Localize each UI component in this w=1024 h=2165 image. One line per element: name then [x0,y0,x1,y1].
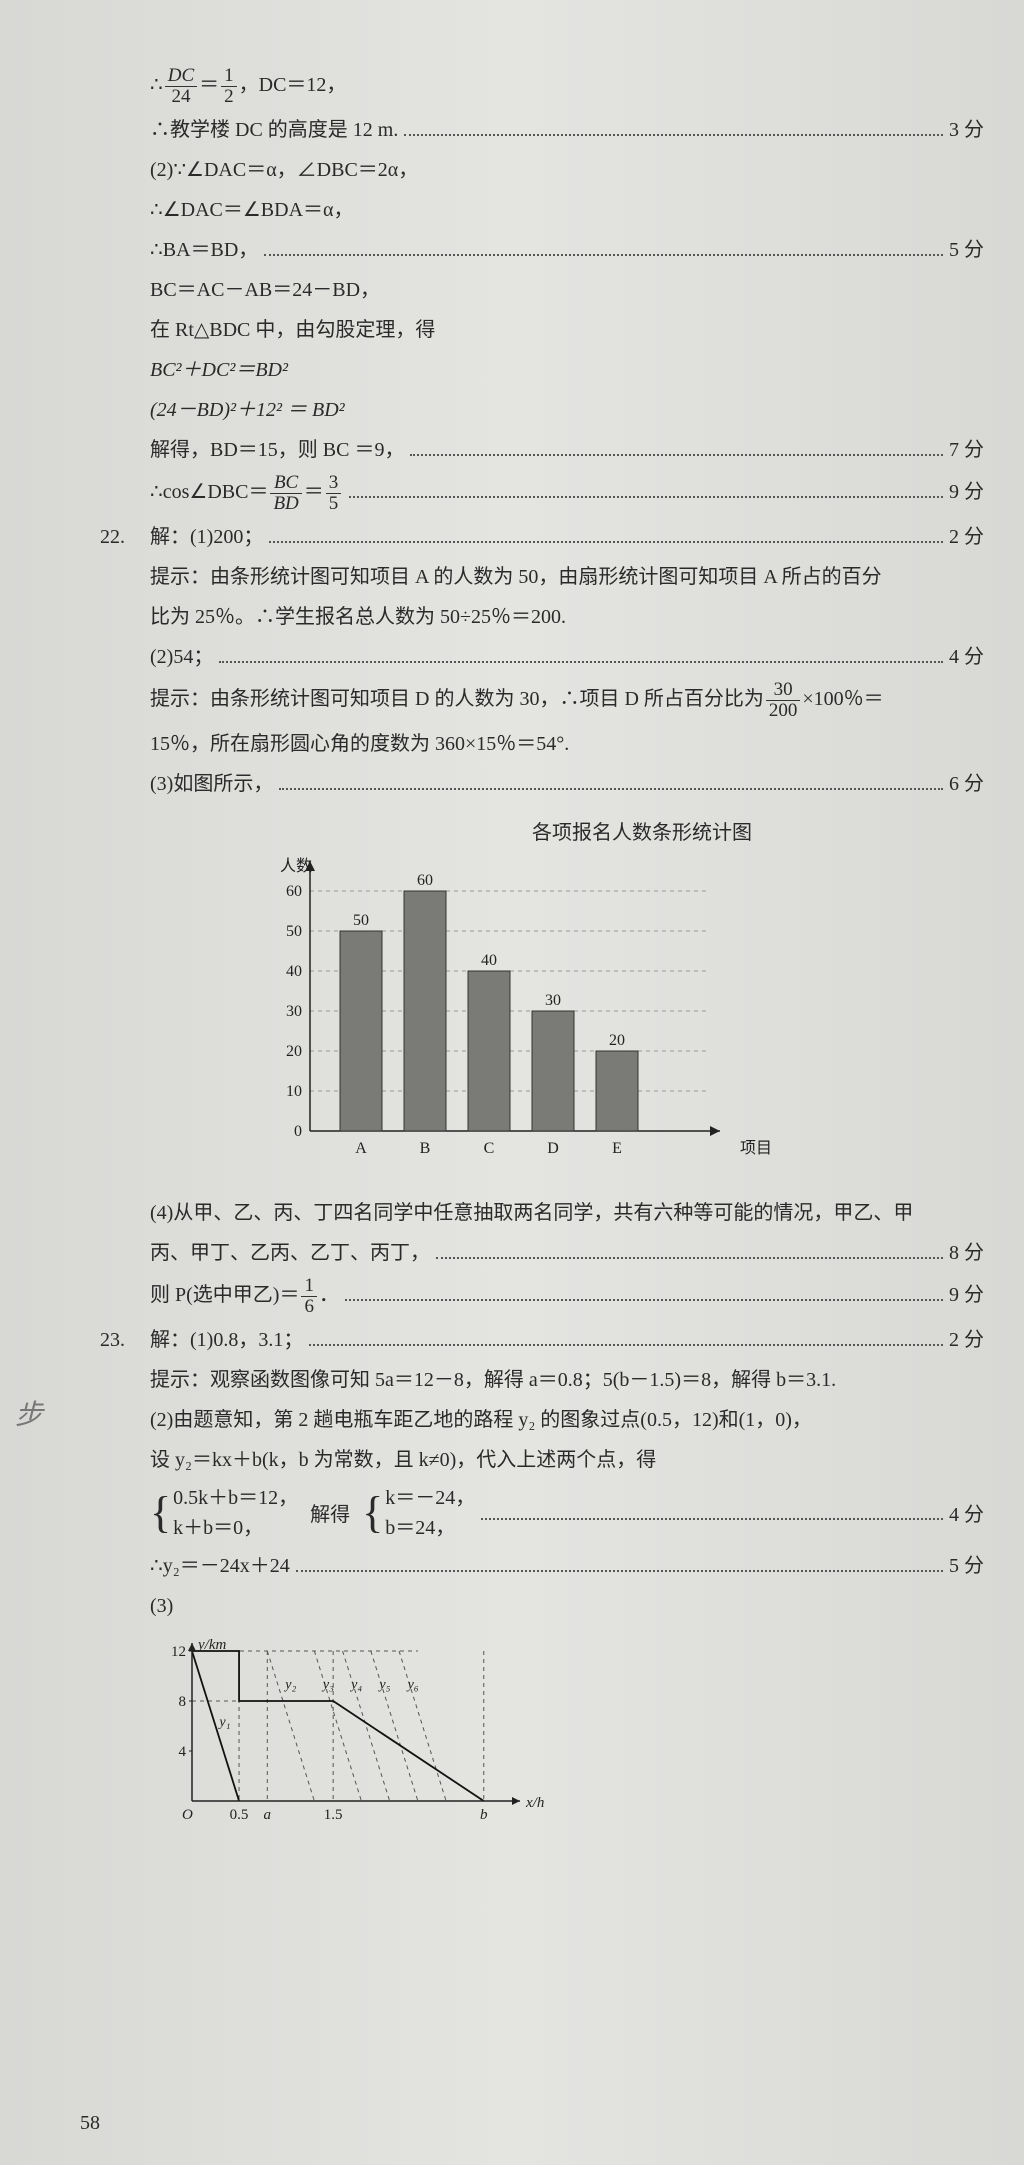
text-line: (3) [150,1589,984,1623]
svg-text:40: 40 [481,952,497,969]
svg-text:30: 30 [545,992,561,1009]
text-line: (2)由题意知，第 2 趟电瓶车距乙地的路程 y₂ 的图象过点(0.5，12)和… [150,1403,984,1437]
svg-text:30: 30 [286,1003,302,1020]
svg-text:y₁: y₁ [217,1715,230,1730]
text-line: 提示：由条形统计图可知项目 D 的人数为 30，∴项目 D 所占百分比为3020… [150,680,984,721]
bar-chart-title: 各项报名人数条形统计图 [300,816,984,845]
line-chart: 4 8 12 O 0.5 a 1.5 b y/km x/h y₁ y₂ y₃ y₄ y₅ y₆ [150,1633,572,1831]
svg-text:50: 50 [353,912,369,929]
svg-text:y₂: y₂ [283,1677,296,1692]
svg-text:y₅: y₅ [377,1677,390,1692]
svg-text:8: 8 [179,1694,187,1710]
svg-text:4: 4 [179,1744,187,1760]
svg-text:A: A [355,1140,367,1157]
text-line: 15％，所在扇形圆心角的度数为 360×15％＝54°. [150,727,984,761]
text-line: 提示：由条形统计图可知项目 A 的人数为 50，由扇形统计图可知项目 A 所占的… [150,560,984,594]
handwritten-note: 步 [15,1393,43,1433]
text-line: 23. 解：(1)0.8，3.1；2 分 [150,1323,984,1357]
page: ∴DC24＝12，DC＝12， ∴教学楼 DC 的高度是 12 m.3 分 (2… [0,0,1024,2165]
line-chart-container: 4 8 12 O 0.5 a 1.5 b y/km x/h y₁ y₂ y₃ y₄ y₅ y₆ [150,1633,984,1836]
svg-text:0.5: 0.5 [230,1807,249,1823]
svg-text:40: 40 [286,963,302,980]
svg-text:20: 20 [609,1032,625,1049]
text-line: 比为 25％。∴学生报名总人数为 50÷25％＝200. [150,600,984,634]
svg-text:12: 12 [171,1644,186,1660]
question-number: 22. [100,520,125,554]
text-line: 提示：观察函数图像可知 5a＝12－8，解得 a＝0.8；5(b－1.5)＝8，… [150,1363,984,1397]
text-line: (3)如图所示，6 分 [150,767,984,801]
svg-text:B: B [420,1140,431,1157]
text-line: ∴教学楼 DC 的高度是 12 m.3 分 [150,113,984,147]
text-line: 设 y₂＝kx＋b(k，b 为常数，且 k≠0)，代入上述两个点，得 [150,1443,984,1477]
text-line: (2)∵∠DAC＝α，∠DBC＝2α， [150,153,984,187]
text-line: (2)54；4 分 [150,640,984,674]
text-line: 在 Rt△BDC 中，由勾股定理，得 [150,313,984,347]
svg-text:人数: 人数 [280,857,312,875]
text-line: BC²＋DC²＝BD² [150,353,984,387]
svg-text:50: 50 [286,923,302,940]
text-line: 则 P(选中甲乙)＝16． 9 分 [150,1276,984,1317]
svg-text:E: E [612,1140,622,1157]
svg-text:0: 0 [294,1123,302,1140]
svg-text:D: D [547,1140,559,1157]
text-line: ∴BA＝BD，5 分 [150,233,984,267]
text-line: 22. 解：(1)200；2 分 [150,520,984,554]
svg-text:x/h: x/h [525,1795,544,1811]
question-number: 23. [100,1323,125,1357]
text-line: (24－BD)²＋12² ＝ BD² [150,393,984,427]
svg-text:y/km: y/km [196,1637,226,1653]
bar-chart: 10 20 30 40 50 60 0 人数 50 A 60 B 40 C 30 D 20 E 项目 [260,851,830,1171]
svg-text:10: 10 [286,1083,302,1100]
svg-text:O: O [182,1807,193,1823]
equation-system: { 0.5k＋b＝12， k＋b＝0， 解得 { k＝－24， b＝24， 4 … [150,1483,984,1543]
page-number: 58 [80,2112,100,2135]
text-line: 解得，BD＝15，则 BC ＝9，7 分 [150,433,984,467]
text-line: (4)从甲、乙、丙、丁四名同学中任意抽取两名同学，共有六种等可能的情况，甲乙、甲 [150,1196,984,1230]
text-line: ∴DC24＝12，DC＝12， [150,66,984,107]
text-line: ∴cos∠DBC＝BCBD＝35 9 分 [150,473,984,514]
svg-text:项目: 项目 [740,1140,772,1157]
svg-text:y₄: y₄ [349,1677,362,1692]
bar-chart-container: 各项报名人数条形统计图 10 20 30 40 50 60 0 人数 50 A 60 B 40 C 30 D 2… [260,816,984,1176]
svg-text:y₃: y₃ [321,1677,334,1692]
svg-text:60: 60 [286,883,302,900]
text-line: ∴y₂＝－24x＋245 分 [150,1549,984,1583]
svg-text:20: 20 [286,1043,302,1060]
svg-text:C: C [484,1140,495,1157]
text-line: ∴∠DAC＝∠BDA＝α， [150,193,984,227]
svg-text:y₆: y₆ [406,1677,419,1692]
svg-text:b: b [480,1807,488,1823]
svg-text:60: 60 [417,872,433,889]
text-line: BC＝AC－AB＝24－BD， [150,273,984,307]
svg-text:a: a [264,1807,272,1823]
text-line: 丙、甲丁、乙丙、乙丁、丙丁，8 分 [150,1236,984,1270]
svg-text:1.5: 1.5 [324,1807,343,1823]
